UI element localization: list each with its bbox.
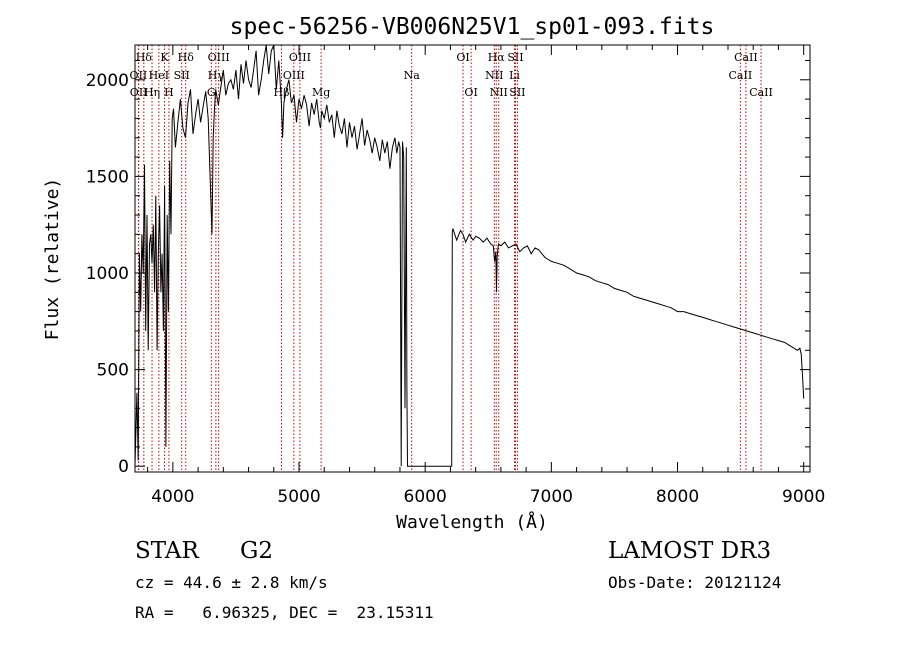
y-tick-label: 2000 bbox=[86, 71, 129, 91]
line-marker-label: SII bbox=[509, 86, 525, 99]
line-marker-label: HeI bbox=[149, 69, 169, 82]
x-tick-label: 7000 bbox=[530, 487, 573, 507]
line-marker-label: NII bbox=[485, 69, 503, 82]
line-marker-label: OIII bbox=[289, 51, 311, 64]
line-marker-label: OII bbox=[130, 69, 148, 82]
line-marker-label: OI bbox=[464, 86, 477, 99]
line-marker-label: NII bbox=[490, 86, 508, 99]
line-marker-label: Hα bbox=[488, 51, 506, 64]
line-marker-label: OIII bbox=[208, 51, 230, 64]
x-tick-label: 8000 bbox=[656, 487, 699, 507]
chart-title: spec-56256-VB006N25V1_sp01-093.fits bbox=[230, 14, 715, 40]
line-marker-label: Hγ bbox=[208, 69, 225, 82]
y-axis-label: Flux (relative) bbox=[42, 178, 63, 341]
line-marker-label: SII bbox=[174, 69, 190, 82]
coordinates: RA = 6.96325, DEC = 23.15311 bbox=[135, 603, 434, 622]
line-marker-label: OI bbox=[456, 51, 469, 64]
line-marker-label: CaII bbox=[749, 86, 773, 99]
y-tick-label: 1500 bbox=[86, 167, 129, 187]
line-marker-label: OIII bbox=[283, 69, 305, 82]
object-subclass: G2 bbox=[240, 538, 274, 564]
line-marker-label: CaII bbox=[729, 69, 753, 82]
x-axis-label: Wavelength (Å) bbox=[396, 511, 548, 533]
x-tick-label: 6000 bbox=[404, 487, 447, 507]
line-marker-label: Hδ bbox=[178, 51, 195, 64]
survey-name: LAMOST DR3 bbox=[608, 538, 772, 564]
observation-date: Obs-Date: 20121124 bbox=[608, 573, 782, 592]
y-tick-label: 1000 bbox=[86, 264, 129, 284]
x-axis-ticks: 4000 5000 6000 7000 8000 9000 bbox=[147, 45, 825, 507]
line-marker-label: Hη bbox=[144, 86, 160, 99]
x-tick-label: 5000 bbox=[277, 487, 320, 507]
object-class: STAR bbox=[135, 538, 199, 564]
x-tick-label: 9000 bbox=[782, 487, 825, 507]
y-tick-label: 500 bbox=[97, 361, 129, 381]
line-marker-label: OII bbox=[130, 86, 148, 99]
line-marker-label: Mg bbox=[312, 86, 330, 99]
line-marker-label: H bbox=[164, 86, 174, 99]
redshift-value: cz = 44.6 ± 2.8 km/s bbox=[135, 573, 328, 592]
line-marker-label: K bbox=[160, 51, 169, 64]
line-marker-label: Na bbox=[404, 69, 421, 82]
x-tick-label: 4000 bbox=[151, 487, 194, 507]
line-marker-label: G bbox=[207, 86, 216, 99]
y-tick-label: 0 bbox=[118, 457, 129, 477]
line-marker-label: CaII bbox=[734, 51, 758, 64]
line-marker-label: SII bbox=[507, 51, 523, 64]
y-axis-ticks: 0 500 1000 1500 2000 bbox=[86, 59, 810, 477]
line-marker-label: Li bbox=[509, 69, 520, 82]
plot-frame bbox=[134, 44, 811, 473]
flux-series-line bbox=[134, 44, 805, 467]
